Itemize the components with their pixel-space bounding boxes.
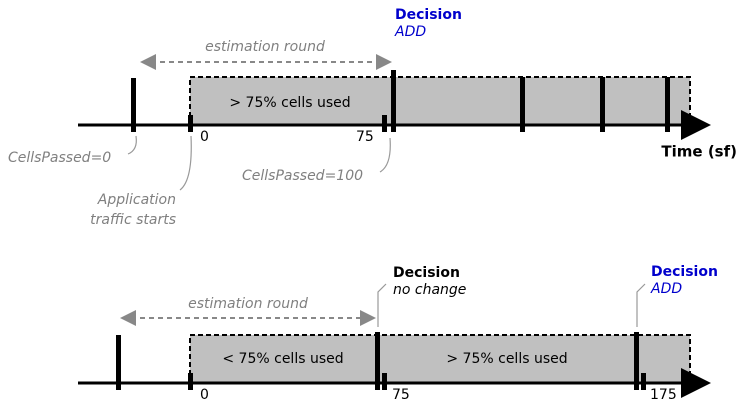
tick-label: 175 (650, 387, 677, 403)
decision-label: Decision (393, 265, 460, 281)
top-timeline: estimation round Decision ADD > 75% cell… (8, 7, 737, 228)
decision-label: Decision (395, 7, 462, 23)
segment-label: < 75% cells used (222, 351, 343, 367)
estimation-label: estimation round (188, 296, 308, 312)
shaded-region (190, 335, 690, 383)
event-bar (188, 373, 193, 390)
event-bar (520, 77, 525, 132)
region-border (189, 334, 691, 383)
event-bar (600, 77, 605, 132)
event-bar (382, 373, 387, 390)
decision-result: ADD (650, 281, 682, 297)
decision-result: no change (393, 282, 466, 298)
event-bar (382, 115, 387, 132)
estimation-label: estimation round (205, 39, 325, 55)
tick-label: 0 (200, 129, 209, 145)
shaded-region (190, 77, 690, 125)
bottom-timeline: estimation round Decision no change Deci… (78, 264, 718, 403)
leader-line (127, 135, 137, 155)
event-bar (641, 373, 646, 390)
decision-result: ADD (394, 24, 426, 40)
event-bar (116, 335, 121, 390)
segment-label: > 75% cells used (446, 351, 567, 367)
leader-line (379, 137, 391, 173)
event-bar (188, 115, 193, 132)
segment-label: > 75% cells used (229, 95, 350, 111)
leader-line (377, 283, 387, 327)
event-bar (375, 332, 380, 390)
decision-label: Decision (651, 264, 718, 280)
tick-label: 75 (356, 129, 374, 145)
cells-passed-end: CellsPassed=100 (242, 168, 363, 184)
leader-line (636, 283, 646, 327)
leader-line (179, 135, 192, 191)
traffic-label: traffic starts (90, 212, 176, 228)
event-bar (634, 332, 639, 390)
tick-label: 0 (200, 387, 209, 403)
region-border (189, 76, 691, 125)
event-bar (665, 77, 670, 132)
axis-label: Time (sf) (661, 143, 737, 161)
event-bar (391, 70, 396, 132)
cells-passed-start: CellsPassed=0 (8, 150, 111, 166)
traffic-label: Application (97, 192, 176, 208)
tick-label: 75 (392, 387, 410, 403)
event-bar (131, 78, 136, 132)
